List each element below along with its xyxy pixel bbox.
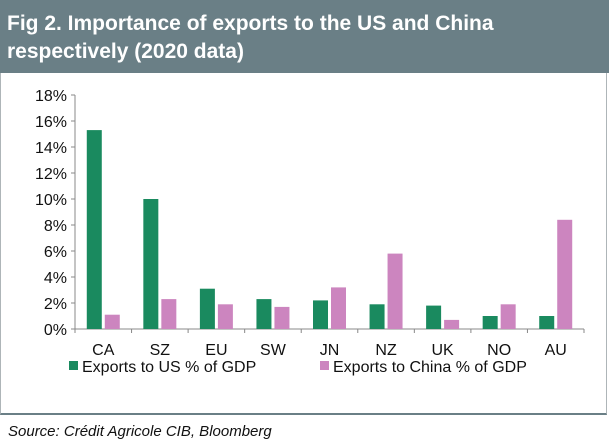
x-tick-label: EU xyxy=(205,342,227,359)
bar-china-nz xyxy=(387,253,403,329)
y-tick-label: 10% xyxy=(35,192,67,209)
x-tick-label: SW xyxy=(260,342,287,359)
bar-us-uk xyxy=(426,305,442,329)
bar-us-ca xyxy=(86,130,102,329)
bar-us-au xyxy=(539,316,555,329)
bar-china-sz xyxy=(161,299,177,329)
bar-us-no xyxy=(482,316,498,329)
bar-china-no xyxy=(500,304,516,329)
bar-china-sw xyxy=(274,306,290,329)
chart-title: Fig 2. Importance of exports to the US a… xyxy=(7,12,494,63)
bar-china-jn xyxy=(331,287,346,329)
chart-frame xyxy=(0,73,607,415)
bar-china-ca xyxy=(104,314,120,329)
y-tick-label: 4% xyxy=(44,270,67,287)
y-tick-label: 16% xyxy=(35,114,67,131)
legend-label-china: Exports to China % of GDP xyxy=(333,359,527,376)
y-tick-label: 8% xyxy=(44,218,67,235)
bar-china-eu xyxy=(217,304,233,329)
x-tick-label: NZ xyxy=(375,342,397,359)
y-tick-label: 6% xyxy=(44,244,67,261)
y-tick-label: 12% xyxy=(35,166,67,183)
y-tick-label: 0% xyxy=(44,322,67,339)
bar-us-sw xyxy=(256,299,272,329)
x-tick-label: AU xyxy=(545,342,567,359)
x-tick-label: UK xyxy=(431,342,454,359)
bar-us-eu xyxy=(199,288,215,329)
y-tick-label: 2% xyxy=(44,296,67,313)
x-tick-label: JN xyxy=(320,342,340,359)
legend-swatch-china xyxy=(320,361,329,370)
bar-us-jn xyxy=(313,300,328,329)
x-tick-label: NO xyxy=(487,342,511,359)
y-tick-label: 14% xyxy=(35,140,67,157)
x-tick-label: SZ xyxy=(150,342,171,359)
bar-chart: 0% 2% 4% 6% 8% 10% 12% 14% 16% 18% CA SZ EU SW JN NZ UK N… xyxy=(35,88,585,376)
bar-us-sz xyxy=(143,199,159,329)
bar-china-uk xyxy=(444,319,460,329)
y-tick-label: 18% xyxy=(35,88,67,105)
x-tick-label: CA xyxy=(92,342,115,359)
bar-us-nz xyxy=(369,304,385,329)
source-note: Source: Crédit Agricole CIB, Bloomberg xyxy=(8,423,272,440)
bar-china-au xyxy=(557,219,573,329)
title-bar xyxy=(0,0,609,73)
legend-label-us: Exports to US % of GDP xyxy=(82,359,256,376)
legend-swatch-us xyxy=(69,361,78,370)
